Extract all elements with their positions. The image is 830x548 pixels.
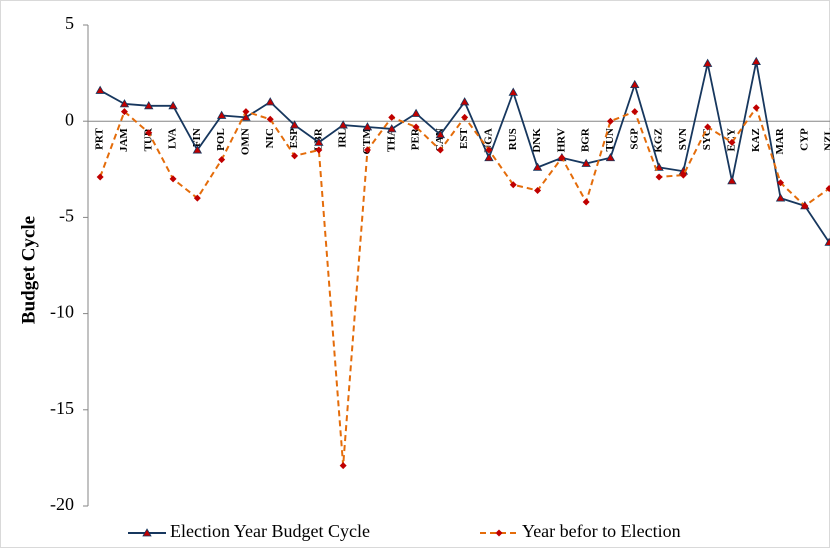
x-tick-label: OMN	[239, 128, 251, 155]
x-tick-label: NIC	[264, 128, 276, 148]
data-point	[169, 175, 177, 183]
series-line	[99, 61, 830, 243]
data-point	[314, 137, 324, 146]
x-tick-label: BGR	[580, 127, 592, 152]
legend-marker	[495, 529, 503, 537]
data-point	[145, 129, 153, 137]
data-point	[605, 152, 616, 162]
data-point	[606, 117, 614, 125]
x-tick-label: SGP	[628, 128, 640, 150]
y-tick-label: 0	[65, 109, 74, 129]
data-point	[338, 120, 348, 129]
data-point	[216, 110, 227, 119]
data-point	[509, 181, 517, 189]
data-point	[582, 198, 590, 206]
y-tick-label: -20	[50, 494, 74, 514]
data-point	[801, 202, 809, 210]
data-point	[824, 237, 830, 246]
data-point	[119, 99, 130, 108]
x-tick-label: SVN	[677, 128, 689, 150]
data-point	[436, 146, 444, 154]
data-point	[95, 85, 105, 94]
data-point	[534, 186, 542, 194]
data-point	[655, 173, 663, 181]
data-point	[484, 152, 494, 162]
x-tick-label: NZL	[823, 128, 830, 151]
data-point	[291, 152, 299, 160]
series-line	[99, 105, 830, 466]
data-point	[654, 162, 664, 171]
data-point	[289, 120, 300, 129]
data-point	[702, 58, 713, 67]
data-point	[266, 115, 274, 123]
x-tick-label: JAM	[118, 128, 130, 152]
data-point	[777, 179, 785, 187]
data-point	[532, 162, 543, 171]
legend-label: Election Year Budget Cycle	[170, 521, 370, 541]
x-tick-label: ESP	[288, 128, 300, 148]
data-point	[775, 193, 786, 202]
data-point	[192, 145, 203, 154]
data-point	[241, 112, 251, 121]
x-tick-label: KGZ	[653, 128, 665, 152]
data-point	[412, 123, 420, 131]
data-point	[120, 108, 128, 116]
data-point	[728, 138, 736, 146]
data-point	[679, 171, 687, 179]
x-tick-label: UGA	[482, 128, 494, 153]
data-point	[751, 56, 761, 65]
data-point	[631, 108, 639, 116]
data-point	[265, 97, 275, 106]
data-point	[388, 113, 396, 121]
data-point	[218, 156, 226, 164]
data-point	[459, 97, 470, 106]
y-tick-label: -5	[59, 206, 74, 226]
data-point	[339, 462, 347, 470]
x-tick-label: DNK	[531, 128, 543, 153]
data-point	[362, 122, 373, 131]
data-point	[630, 79, 640, 89]
data-point	[387, 124, 397, 133]
y-tick-label: -10	[50, 302, 74, 322]
x-tick-label: PER	[410, 127, 422, 150]
data-point	[315, 146, 323, 154]
legend-marker	[142, 528, 152, 537]
data-point	[168, 101, 178, 110]
x-tick-label: HRV	[555, 128, 567, 152]
data-point	[363, 146, 371, 154]
x-tick-label: POL	[215, 128, 227, 151]
data-point	[411, 108, 421, 117]
x-tick-label: KAZ	[750, 128, 762, 152]
x-tick-label: EST	[458, 128, 470, 149]
legend-label: Year befor to Election	[522, 521, 681, 541]
y-axis-title: Budget Cycle	[18, 216, 39, 324]
data-point	[558, 154, 566, 162]
data-point	[825, 185, 830, 193]
data-point	[727, 176, 737, 185]
x-tick-label: CAN	[434, 128, 446, 152]
x-tick-label: MAR	[774, 127, 786, 154]
data-point	[96, 173, 104, 181]
data-point	[581, 158, 591, 167]
data-point	[193, 194, 201, 202]
x-tick-label: IRL	[337, 128, 349, 148]
data-point	[485, 146, 493, 154]
data-point	[242, 108, 250, 116]
data-point	[704, 123, 712, 131]
x-tick-label: SYC	[701, 128, 713, 150]
x-tick-label: THA	[385, 128, 397, 152]
data-point	[435, 129, 446, 139]
x-tick-label: LVA	[167, 128, 179, 149]
data-point	[461, 113, 469, 121]
data-point	[752, 104, 760, 112]
data-point	[144, 101, 154, 110]
x-tick-label: PRT	[94, 128, 106, 150]
y-tick-label: -15	[50, 398, 74, 418]
x-tick-label: RUS	[507, 128, 519, 150]
data-point	[508, 87, 518, 96]
x-tick-label: CYP	[798, 128, 810, 151]
y-tick-label: 5	[65, 13, 74, 33]
